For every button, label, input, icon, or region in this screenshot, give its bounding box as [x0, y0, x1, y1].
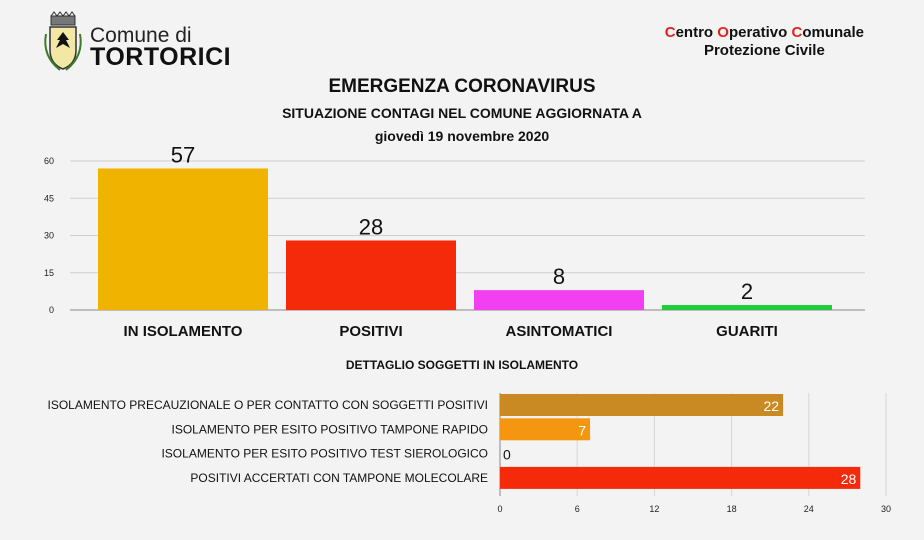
coc-rest3: omunale [802, 24, 864, 41]
bar-value-label: 28 [841, 471, 857, 487]
y-tick-label: 30 [44, 231, 54, 241]
coat-of-arms-icon [44, 11, 82, 71]
bar-value-label: 57 [171, 142, 195, 167]
y-tick-label: 45 [44, 193, 54, 203]
bar-value-label: 22 [763, 398, 779, 414]
bar [98, 168, 268, 310]
category-label: POSITIVI ACCERTATI CON TAMPONE MOLECOLAR… [190, 471, 488, 485]
x-tick-label: 12 [649, 504, 659, 514]
bar-value-label: 28 [359, 214, 383, 239]
category-label: ISOLAMENTO PER ESITO POSITIVO TAMPONE RA… [171, 422, 488, 436]
detail-chart-title: DETTAGLIO SOGGETTI IN ISOLAMENTO [345, 358, 579, 372]
update-date: giovedì 19 novembre 2020 [374, 128, 550, 144]
coc-rest1: entro [675, 24, 718, 41]
bar [500, 466, 861, 489]
coc-rest2: perativo [728, 24, 792, 41]
y-tick-label: 15 [44, 268, 54, 278]
coc-letter-o: O [717, 24, 729, 41]
bar [286, 240, 456, 310]
category-label: ASINTOMATICI [506, 323, 613, 340]
x-tick-label: 24 [804, 504, 814, 514]
page-subtitle: SITUAZIONE CONTAGI NEL COMUNE AGGIORNATA… [282, 105, 642, 121]
category-label: IN ISOLAMENTO [124, 323, 243, 340]
x-tick-label: 18 [727, 504, 737, 514]
bar [500, 394, 784, 416]
bar-value-label: 2 [741, 279, 753, 304]
coc-header: Centro Operativo Comunale Protezione Civ… [665, 24, 864, 60]
bar-value-label: 0 [503, 447, 511, 463]
bar-value-label: 8 [553, 264, 565, 289]
y-tick-label: 60 [44, 156, 54, 166]
coc-letter-c1: C [664, 24, 676, 41]
category-label: ISOLAMENTO PRECAUZIONALE O PER CONTATTO … [47, 398, 488, 412]
x-tick-label: 0 [497, 504, 502, 514]
coc-letter-c2: C [791, 24, 803, 41]
comune-name: TORTORICI [90, 43, 232, 71]
x-tick-label: 6 [575, 504, 580, 514]
bar-value-label: 7 [578, 422, 586, 438]
bar [500, 418, 591, 441]
comune-prefix: Comune di [90, 24, 192, 47]
bar [662, 305, 832, 310]
coc-line2: Protezione Civile [703, 42, 825, 59]
y-tick-label: 0 [49, 305, 54, 315]
coc-line1: Centro Operativo Comunale [665, 24, 864, 42]
x-tick-label: 30 [881, 504, 891, 514]
bar [474, 290, 644, 310]
category-label: GUARITI [716, 323, 778, 340]
category-label: ISOLAMENTO PER ESITO POSITIVO TEST SIERO… [161, 447, 488, 461]
page-title: EMERGENZA CORONAVIRUS [328, 76, 596, 97]
category-label: POSITIVI [339, 323, 402, 340]
